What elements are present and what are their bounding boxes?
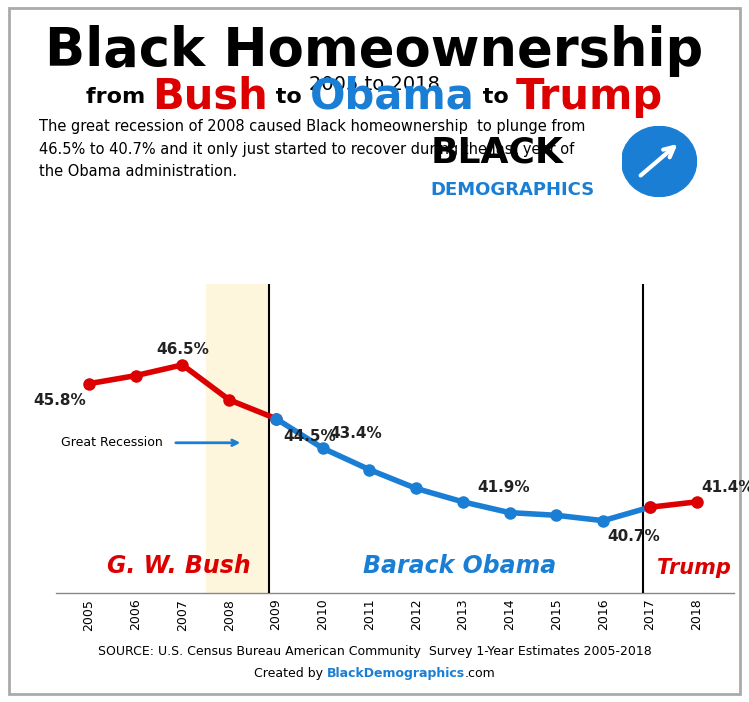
Text: The great recession of 2008 caused Black homeownership  to plunge from
46.5% to : The great recession of 2008 caused Black… [39,119,585,179]
Text: Bush: Bush [153,76,268,118]
Text: G. W. Bush: G. W. Bush [107,555,251,578]
Text: 40.7%: 40.7% [607,529,661,543]
Text: Trump: Trump [516,76,664,118]
Text: DEMOGRAPHICS: DEMOGRAPHICS [431,180,595,199]
Text: Created by: Created by [254,668,327,680]
Text: .com: .com [464,668,495,680]
Text: SOURCE: U.S. Census Bureau American Community  Survey 1-Year Estimates 2005-2018: SOURCE: U.S. Census Bureau American Comm… [97,645,652,658]
Text: 2005 to 2018: 2005 to 2018 [309,75,440,94]
Text: 41.4%: 41.4% [701,480,749,495]
Text: 45.8%: 45.8% [34,393,87,408]
Text: 44.5%: 44.5% [283,429,336,444]
Text: 41.9%: 41.9% [477,480,530,495]
Text: BlackDemographics: BlackDemographics [327,668,464,680]
Text: Barack Obama: Barack Obama [363,555,556,578]
Text: from: from [85,87,153,107]
Text: to: to [475,87,516,107]
Bar [206,284,269,593]
Text: 43.4%: 43.4% [330,426,383,442]
Text: Great Recession: Great Recession [61,436,163,449]
Text: BLACK: BLACK [431,135,563,169]
Text: to: to [268,87,310,107]
Text: Black Homeownership: Black Homeownership [46,25,703,77]
Text: 46.5%: 46.5% [156,342,209,357]
Text: Trump: Trump [658,558,731,578]
Circle shape [622,126,697,197]
Text: Obama: Obama [310,76,475,118]
